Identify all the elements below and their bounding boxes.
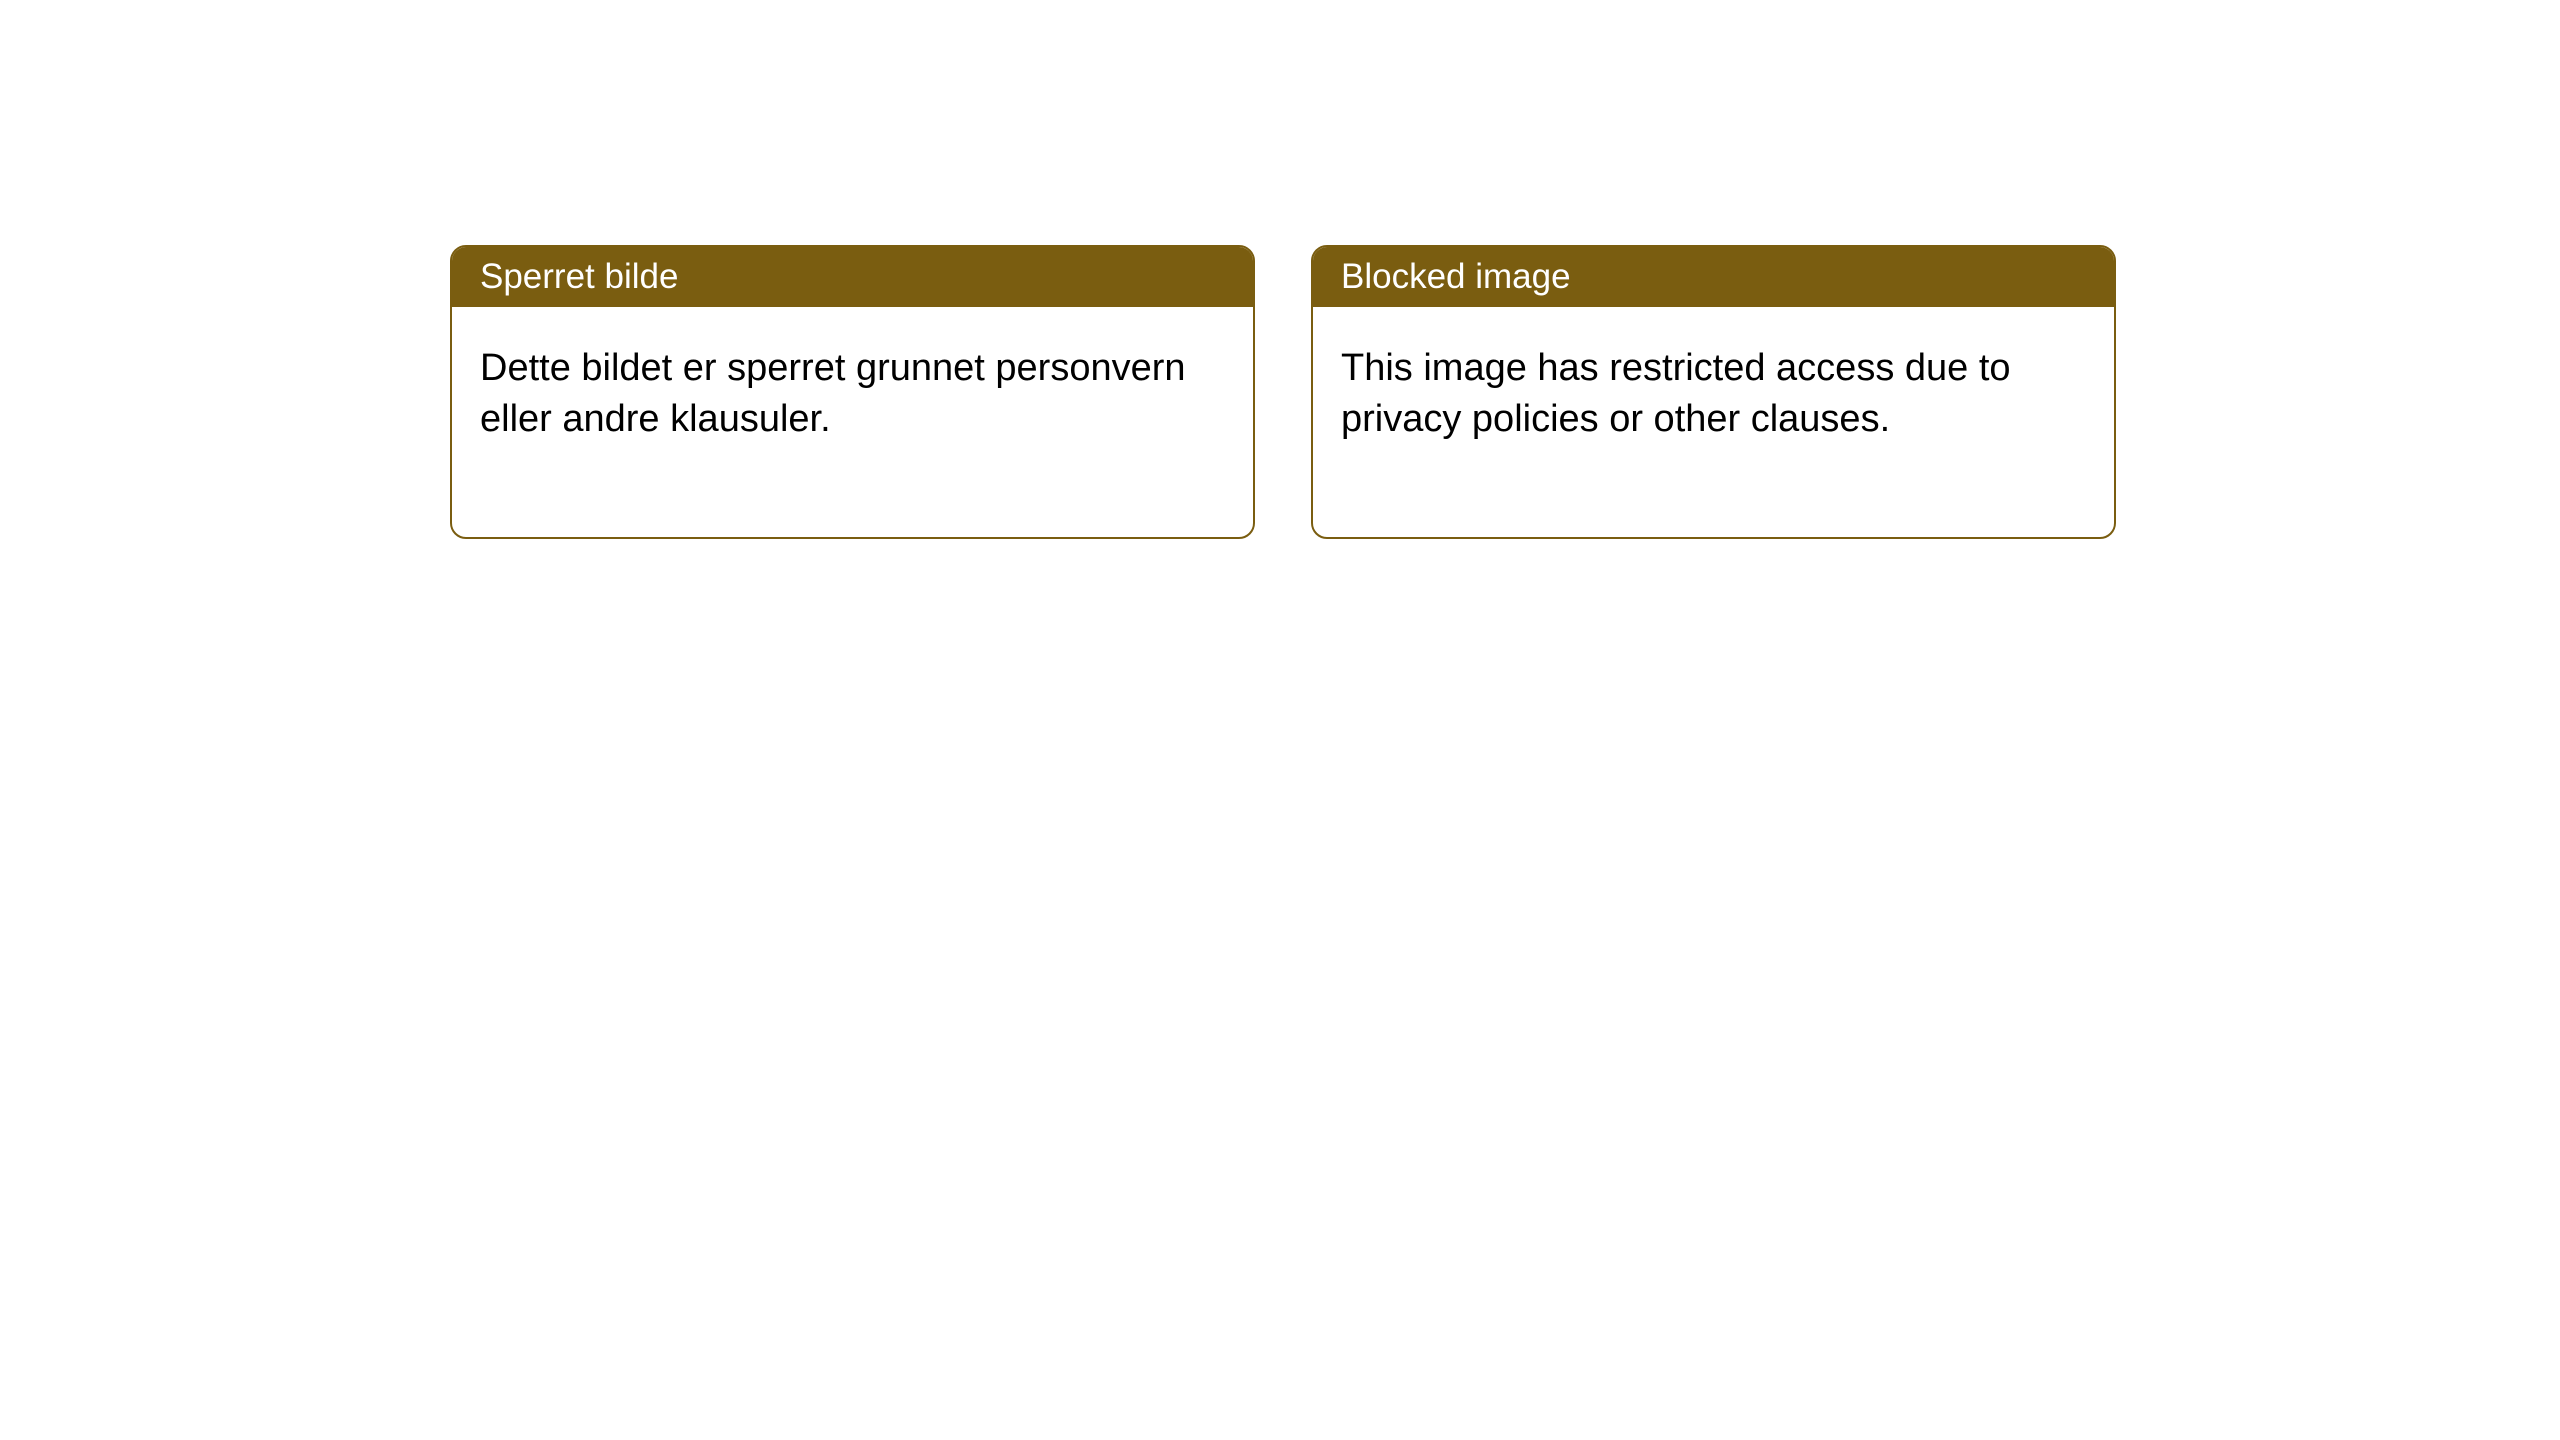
notice-header: Blocked image [1313, 247, 2114, 307]
notice-header: Sperret bilde [452, 247, 1253, 307]
notice-box-norwegian: Sperret bilde Dette bildet er sperret gr… [450, 245, 1255, 539]
notice-body: This image has restricted access due to … [1313, 307, 2114, 537]
notice-container: Sperret bilde Dette bildet er sperret gr… [0, 0, 2560, 539]
notice-box-english: Blocked image This image has restricted … [1311, 245, 2116, 539]
notice-body: Dette bildet er sperret grunnet personve… [452, 307, 1253, 537]
